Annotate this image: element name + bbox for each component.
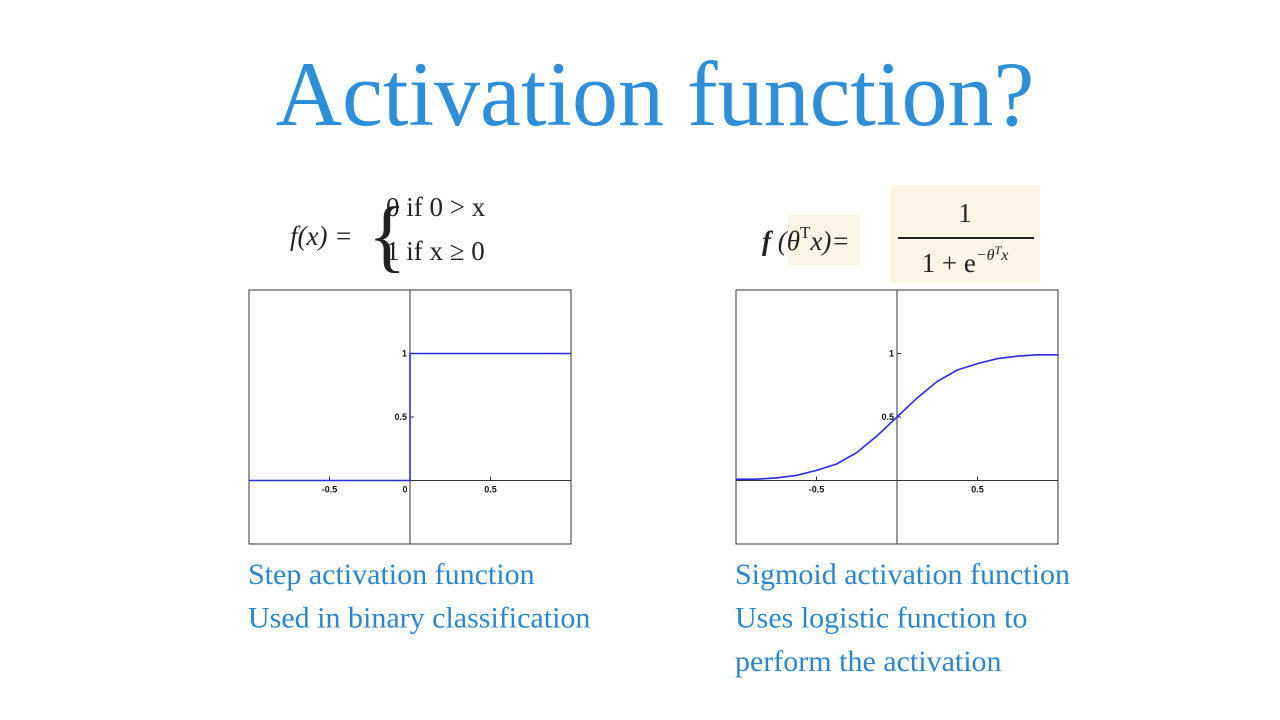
slide-title: Activation function? [276, 43, 1035, 145]
formula-part: −θ [976, 247, 995, 264]
caption-line: perform the activation [735, 645, 1002, 678]
formula-part: T [800, 223, 811, 242]
formula-lhs: f(x) = [290, 221, 352, 251]
caption-line: Uses logistic function to [735, 602, 1027, 635]
y-tick-label: 0.5 [881, 412, 894, 422]
x-tick-label: -0.5 [809, 485, 825, 495]
formula-part: T [995, 243, 1003, 257]
y-tick-label: 0.5 [394, 412, 407, 422]
formula-denominator: 1 + e−θTx [922, 243, 1009, 278]
x-tick-label: -0.5 [322, 485, 338, 495]
caption-line: Used in binary classification [248, 602, 590, 635]
formula-lhs: f (θTx)= [762, 223, 850, 256]
data-line [249, 352, 571, 482]
formula-case: 0 if 0 > x [386, 192, 486, 222]
formula-part: x)= [809, 226, 849, 256]
formula-part: (θ [771, 226, 800, 256]
formula-background [890, 185, 1040, 283]
x-tick-label: 0.5 [971, 485, 984, 495]
step-formula: f(x) = { 0 if 0 > x 1 if x ≥ 0 [290, 192, 486, 280]
formula-background [788, 215, 860, 265]
data-line [736, 353, 1058, 481]
formula-numerator: 1 [958, 198, 972, 228]
y-tick-label: 1 [889, 349, 894, 359]
formula-part: x [1000, 247, 1008, 264]
formula-part: 1 + e [922, 248, 976, 278]
formula-case: 1 if x ≥ 0 [386, 236, 485, 266]
sigmoid-formula: f (θTx)= 1 1 + e−θTx [762, 185, 1040, 283]
x-tick-label: 0.5 [484, 485, 497, 495]
y-tick-label: 1 [402, 349, 407, 359]
caption-line: Step activation function [248, 558, 535, 591]
x-tick-label: 0 [402, 485, 407, 495]
brace: { [368, 192, 406, 280]
caption-line: Sigmoid activation function [735, 558, 1070, 591]
